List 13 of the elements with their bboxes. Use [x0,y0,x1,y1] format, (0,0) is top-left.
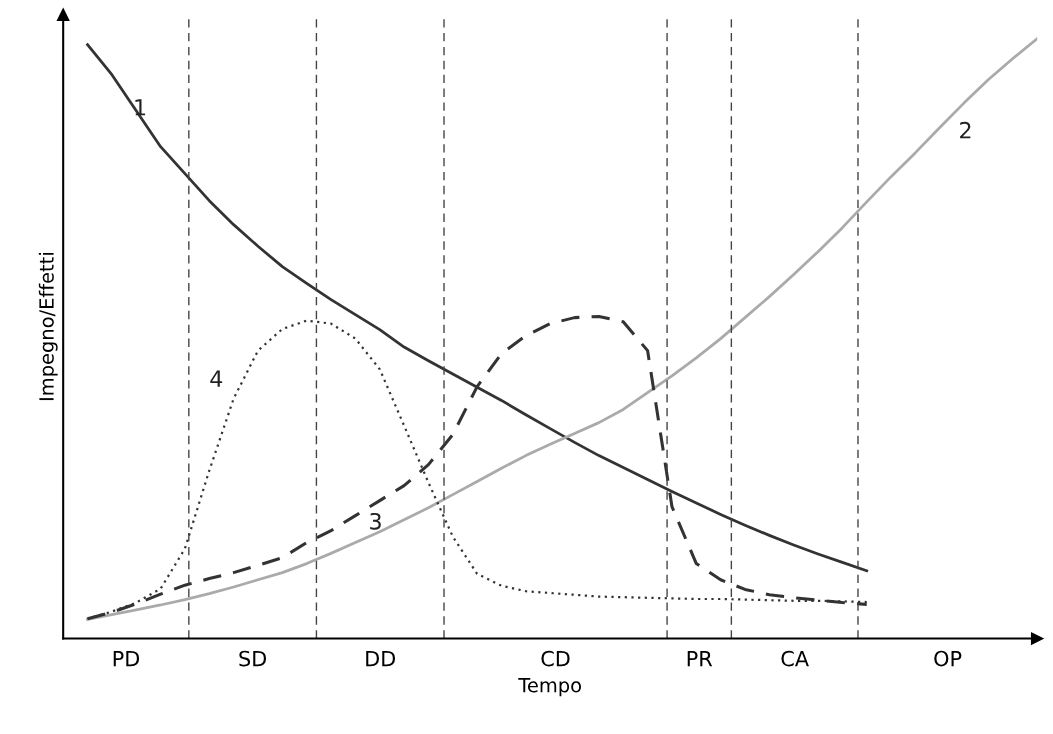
x-axis-title: Tempo [518,678,581,697]
y-axis-title: Impegno/Effetti [38,253,58,401]
text: PR [687,650,713,667]
text: DD [366,650,396,667]
series-label: 3 [370,512,381,530]
text: SD [239,650,267,667]
text: PD [113,650,140,667]
series-label: 1 [135,99,146,116]
text: CD [541,650,570,667]
text: CA [781,650,809,667]
series-label: 4 [210,370,223,387]
text: OP [934,650,962,667]
series-label: 2 [960,121,971,139]
